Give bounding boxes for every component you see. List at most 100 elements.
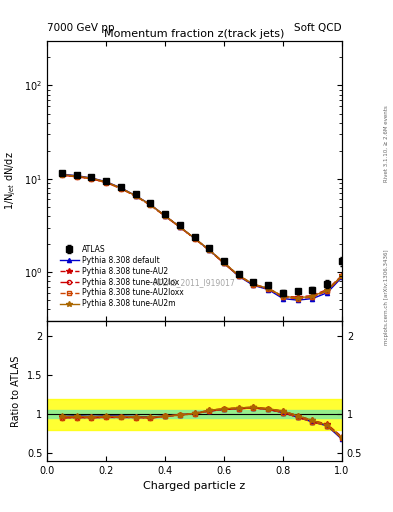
Pythia 8.308 default xyxy=(207,247,212,253)
Pythia 8.308 tune-AU2loxx xyxy=(163,213,167,219)
Pythia 8.308 tune-AU2 xyxy=(251,281,256,287)
Pythia 8.308 tune-AU2m xyxy=(222,260,226,266)
Pythia 8.308 tune-AU2lox xyxy=(251,282,256,288)
Pythia 8.308 tune-AU2 xyxy=(192,235,197,241)
Pythia 8.308 tune-AU2m xyxy=(104,179,108,185)
Pythia 8.308 tune-AU2loxx xyxy=(325,288,330,294)
Pythia 8.308 tune-AU2lox xyxy=(119,185,123,191)
Pythia 8.308 tune-AU2 xyxy=(74,174,79,180)
Pythia 8.308 tune-AU2 xyxy=(148,202,152,208)
Pythia 8.308 tune-AU2loxx xyxy=(119,185,123,191)
Pythia 8.308 tune-AU2 xyxy=(310,292,315,298)
Bar xyxy=(47,410,342,418)
Pythia 8.308 default xyxy=(89,175,94,181)
Pythia 8.308 tune-AU2 xyxy=(163,213,167,219)
Pythia 8.308 tune-AU2 xyxy=(237,272,241,279)
Bar xyxy=(47,399,342,430)
Y-axis label: Ratio to ATLAS: Ratio to ATLAS xyxy=(11,355,21,426)
Pythia 8.308 default xyxy=(104,179,108,185)
Pythia 8.308 tune-AU2 xyxy=(222,260,226,266)
Pythia 8.308 default xyxy=(148,201,152,207)
Pythia 8.308 tune-AU2m xyxy=(89,175,94,181)
Pythia 8.308 default xyxy=(251,282,256,288)
Pythia 8.308 default xyxy=(133,193,138,199)
Pythia 8.308 tune-AU2m xyxy=(74,173,79,179)
Pythia 8.308 tune-AU2 xyxy=(207,247,212,253)
Pythia 8.308 default xyxy=(296,297,300,303)
Pythia 8.308 tune-AU2m xyxy=(60,172,64,178)
Text: mcplots.cern.ch [arXiv:1306.3436]: mcplots.cern.ch [arXiv:1306.3436] xyxy=(384,249,389,345)
Pythia 8.308 tune-AU2m xyxy=(310,293,315,300)
Pythia 8.308 tune-AU2loxx xyxy=(74,174,79,180)
Pythia 8.308 tune-AU2 xyxy=(104,179,108,185)
Pythia 8.308 tune-AU2lox xyxy=(163,213,167,219)
Pythia 8.308 tune-AU2lox xyxy=(310,294,315,300)
Pythia 8.308 tune-AU2lox xyxy=(104,180,108,186)
Pythia 8.308 tune-AU2loxx xyxy=(266,286,270,292)
Pythia 8.308 tune-AU2m xyxy=(266,285,270,291)
Pythia 8.308 default xyxy=(281,295,285,302)
Pythia 8.308 tune-AU2 xyxy=(119,185,123,191)
Pythia 8.308 tune-AU2 xyxy=(340,272,344,279)
Pythia 8.308 default xyxy=(74,173,79,179)
Y-axis label: 1/N$_{jet}$ dN/dz: 1/N$_{jet}$ dN/dz xyxy=(4,152,18,210)
Pythia 8.308 tune-AU2 xyxy=(266,285,270,291)
Pythia 8.308 tune-AU2m xyxy=(296,295,300,301)
Pythia 8.308 tune-AU2lox xyxy=(222,260,226,266)
Pythia 8.308 tune-AU2 xyxy=(281,293,285,300)
Pythia 8.308 default xyxy=(340,274,344,281)
Pythia 8.308 tune-AU2loxx xyxy=(178,224,182,230)
Pythia 8.308 tune-AU2loxx xyxy=(340,273,344,280)
Pythia 8.308 tune-AU2loxx xyxy=(192,236,197,242)
Pythia 8.308 tune-AU2loxx xyxy=(133,193,138,199)
Pythia 8.308 tune-AU2 xyxy=(325,286,330,292)
Pythia 8.308 tune-AU2loxx xyxy=(281,294,285,300)
Pythia 8.308 tune-AU2lox xyxy=(89,176,94,182)
Pythia 8.308 tune-AU2m xyxy=(192,235,197,241)
Pythia 8.308 default xyxy=(192,235,197,241)
Text: ATLAS_2011_I919017: ATLAS_2011_I919017 xyxy=(154,278,235,287)
Pythia 8.308 default xyxy=(310,295,315,302)
Pythia 8.308 tune-AU2loxx xyxy=(60,172,64,178)
Text: Rivet 3.1.10, ≥ 2.6M events: Rivet 3.1.10, ≥ 2.6M events xyxy=(384,105,389,182)
Pythia 8.308 tune-AU2lox xyxy=(133,193,138,199)
Pythia 8.308 tune-AU2 xyxy=(296,294,300,300)
Legend: ATLAS, Pythia 8.308 default, Pythia 8.308 tune-AU2, Pythia 8.308 tune-AU2lox, Py: ATLAS, Pythia 8.308 default, Pythia 8.30… xyxy=(57,242,187,311)
Line: Pythia 8.308 tune-AU2lox: Pythia 8.308 tune-AU2lox xyxy=(60,173,344,301)
Pythia 8.308 default xyxy=(325,290,330,296)
Pythia 8.308 default xyxy=(163,213,167,219)
Pythia 8.308 tune-AU2lox xyxy=(207,247,212,253)
Line: Pythia 8.308 tune-AU2loxx: Pythia 8.308 tune-AU2loxx xyxy=(60,173,344,301)
Pythia 8.308 tune-AU2loxx xyxy=(296,295,300,302)
Line: Pythia 8.308 tune-AU2m: Pythia 8.308 tune-AU2m xyxy=(59,172,345,301)
Pythia 8.308 tune-AU2loxx xyxy=(251,282,256,288)
Line: Pythia 8.308 default: Pythia 8.308 default xyxy=(60,172,344,302)
Pythia 8.308 tune-AU2 xyxy=(133,193,138,199)
Line: Pythia 8.308 tune-AU2: Pythia 8.308 tune-AU2 xyxy=(59,172,345,300)
Pythia 8.308 tune-AU2m xyxy=(133,193,138,199)
Pythia 8.308 tune-AU2loxx xyxy=(207,247,212,253)
Text: 7000 GeV pp: 7000 GeV pp xyxy=(47,23,115,33)
Pythia 8.308 tune-AU2lox xyxy=(74,174,79,180)
Pythia 8.308 tune-AU2loxx xyxy=(222,260,226,266)
Pythia 8.308 default xyxy=(60,171,64,177)
Pythia 8.308 tune-AU2lox xyxy=(281,294,285,300)
Pythia 8.308 tune-AU2lox xyxy=(340,273,344,280)
Pythia 8.308 tune-AU2lox xyxy=(60,172,64,178)
Pythia 8.308 tune-AU2loxx xyxy=(237,273,241,279)
Pythia 8.308 tune-AU2m xyxy=(148,202,152,208)
Pythia 8.308 default xyxy=(178,224,182,230)
Pythia 8.308 tune-AU2m xyxy=(325,287,330,293)
Pythia 8.308 tune-AU2loxx xyxy=(148,202,152,208)
Pythia 8.308 tune-AU2m xyxy=(163,212,167,219)
Pythia 8.308 tune-AU2 xyxy=(60,172,64,178)
Pythia 8.308 tune-AU2lox xyxy=(237,273,241,279)
Pythia 8.308 tune-AU2m xyxy=(340,273,344,279)
Pythia 8.308 tune-AU2m xyxy=(251,281,256,287)
Pythia 8.308 tune-AU2loxx xyxy=(310,294,315,300)
Pythia 8.308 tune-AU2lox xyxy=(178,224,182,230)
Pythia 8.308 tune-AU2lox xyxy=(148,202,152,208)
Pythia 8.308 tune-AU2lox xyxy=(325,288,330,294)
Pythia 8.308 default xyxy=(237,273,241,280)
Pythia 8.308 tune-AU2m xyxy=(281,293,285,300)
